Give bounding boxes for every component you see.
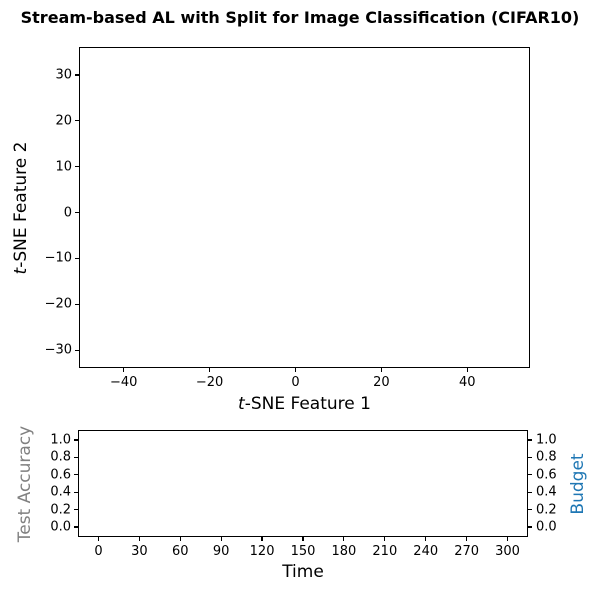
x-tick-mark xyxy=(466,537,468,541)
y-tick-label-left: 30 xyxy=(55,67,72,83)
y-tick-mark-left xyxy=(75,211,79,214)
x-tick-label: 40 xyxy=(459,375,476,390)
x-axis-label: t-SNE Feature 1 xyxy=(238,394,371,414)
y-tick-label-right: 1.0 xyxy=(536,432,557,448)
x-tick-mark xyxy=(384,537,386,541)
x-tick-label: 60 xyxy=(171,544,189,559)
x-tick-mark xyxy=(425,537,427,541)
tsne-plot-area xyxy=(79,47,530,368)
y-tick-label-right: 0.6 xyxy=(536,467,557,483)
x-tick-label: 30 xyxy=(131,544,148,559)
x-tick-label: −20 xyxy=(195,375,224,390)
y-tick-label-left: 0.6 xyxy=(50,467,71,483)
y-tick-mark-left xyxy=(75,303,79,305)
y-tick-label-left: −30 xyxy=(44,342,72,358)
y-tick-mark-left xyxy=(74,526,78,528)
y-tick-mark-left xyxy=(74,491,78,493)
y-tick-mark-left xyxy=(74,456,78,458)
y-tick-label-right: 0.2 xyxy=(536,502,557,518)
y-tick-mark-left xyxy=(75,74,79,76)
y-tick-mark-right xyxy=(528,456,532,458)
x-tick-mark xyxy=(208,368,211,372)
x-tick-mark xyxy=(138,537,140,541)
x-tick-label: 0 xyxy=(291,375,300,390)
x-tick-label: 180 xyxy=(331,544,357,559)
y-tick-label-right: 0.0 xyxy=(536,519,557,535)
accuracy-budget-plot-area xyxy=(78,430,528,537)
y-tick-label-left: 20 xyxy=(55,113,72,129)
x-axis-label: Time xyxy=(282,562,324,582)
x-tick-mark xyxy=(302,537,304,541)
x-tick-mark xyxy=(380,368,382,372)
y-tick-label-left: 0.0 xyxy=(50,519,71,535)
y-tick-mark-right xyxy=(528,508,532,511)
y-tick-mark-left xyxy=(74,439,78,441)
y-tick-mark-left xyxy=(75,349,79,351)
figure-title: Stream-based AL with Split for Image Cla… xyxy=(20,8,580,27)
x-tick-label: 20 xyxy=(373,375,390,390)
y-tick-label-left: 0.4 xyxy=(50,484,71,500)
y-tick-label-left: 10 xyxy=(55,159,72,175)
y-tick-mark-left xyxy=(74,474,78,476)
x-tick-mark xyxy=(123,368,125,372)
x-tick-label: 0 xyxy=(94,544,103,559)
x-tick-label: 150 xyxy=(290,544,316,559)
x-tick-label: 210 xyxy=(372,544,398,559)
y-tick-label-left: 0.2 xyxy=(50,502,71,518)
x-tick-label: 270 xyxy=(454,544,480,559)
y-tick-label-left: −10 xyxy=(44,250,72,266)
y-tick-label-left: −20 xyxy=(44,296,72,312)
y-tick-mark-right xyxy=(528,526,532,528)
y-tick-mark-right xyxy=(528,474,532,476)
x-tick-mark xyxy=(294,368,297,372)
y-tick-mark-left xyxy=(75,166,79,168)
x-tick-label: 300 xyxy=(495,544,520,559)
x-tick-mark xyxy=(466,368,468,372)
y-tick-label-right: 0.8 xyxy=(536,449,557,465)
x-tick-mark xyxy=(97,537,100,541)
y-tick-mark-right xyxy=(528,439,532,441)
y-tick-mark-left xyxy=(75,257,79,259)
x-tick-mark xyxy=(179,537,181,541)
x-tick-label: 120 xyxy=(249,544,275,559)
x-tick-mark xyxy=(261,537,263,541)
y-axis-label-right: Budget xyxy=(568,452,588,515)
y-tick-label-left: 0.8 xyxy=(50,449,71,465)
x-tick-label: 240 xyxy=(413,544,439,559)
y-tick-mark-left xyxy=(74,508,78,511)
y-tick-mark-right xyxy=(528,491,532,493)
x-tick-label: −40 xyxy=(109,375,138,390)
x-tick-label: 90 xyxy=(212,544,230,559)
x-tick-mark xyxy=(220,537,222,541)
y-tick-label-right: 0.4 xyxy=(536,484,557,500)
y-tick-label-left: 1.0 xyxy=(50,432,71,448)
y-tick-label-left: 0 xyxy=(63,205,72,221)
y-axis-label-left: t-SNE Feature 2 xyxy=(11,141,31,274)
x-tick-mark xyxy=(343,537,345,541)
y-axis-label-left: Test Accuracy xyxy=(15,425,35,542)
x-tick-mark xyxy=(506,537,509,541)
y-tick-mark-left xyxy=(75,120,79,122)
